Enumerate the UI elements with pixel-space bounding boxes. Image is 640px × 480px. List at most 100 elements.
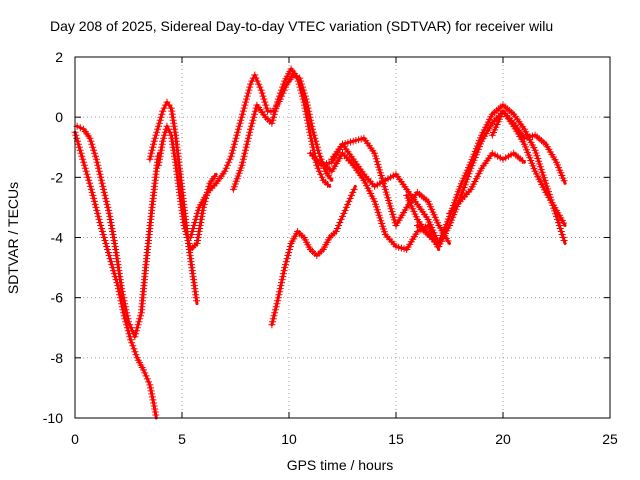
data-point — [197, 219, 205, 226]
y-tick-label: -10 — [43, 410, 63, 426]
data-point — [232, 134, 240, 142]
data-point — [156, 155, 163, 163]
data-point — [72, 131, 80, 139]
data-point — [119, 294, 127, 302]
y-tick-label: 0 — [55, 109, 63, 125]
data-point — [119, 291, 127, 299]
data-point — [92, 155, 100, 163]
data-point — [137, 312, 144, 320]
data-point — [245, 131, 253, 139]
data-point — [111, 243, 119, 250]
data-point — [150, 140, 157, 148]
x-tick-label: 10 — [281, 431, 297, 447]
data-point — [557, 228, 565, 235]
data-point — [96, 219, 104, 226]
data-point — [244, 137, 252, 145]
data-point — [90, 194, 98, 202]
data-point — [225, 158, 233, 166]
data-point — [95, 167, 103, 175]
data-point — [274, 95, 282, 103]
data-point — [92, 203, 100, 211]
data-point — [282, 261, 289, 269]
data-point — [251, 71, 259, 79]
data-point — [341, 206, 349, 214]
data-point — [180, 222, 188, 229]
data-point — [248, 119, 256, 127]
data-point — [280, 267, 288, 275]
data-point — [309, 143, 317, 151]
data-point — [558, 231, 566, 238]
data-point — [350, 185, 358, 193]
y-ticks: -10 -8 -6 -4 -2 0 2 — [43, 49, 610, 426]
data-point — [269, 315, 277, 323]
data-point — [298, 92, 306, 100]
data-point — [74, 140, 82, 148]
data-point — [250, 113, 258, 121]
y-tick-label: -8 — [51, 350, 64, 366]
data-point — [146, 381, 154, 389]
data-point — [195, 228, 203, 235]
grid — [75, 57, 610, 418]
data-point — [304, 116, 311, 124]
data-point — [99, 182, 107, 190]
data-point — [222, 164, 230, 172]
data-series — [71, 65, 568, 420]
data-point — [100, 188, 108, 196]
data-point — [155, 122, 162, 130]
data-point — [122, 306, 130, 314]
data-point — [94, 161, 102, 169]
data-point — [147, 387, 155, 395]
data-point — [132, 351, 140, 359]
data-point — [310, 146, 318, 154]
data-point — [302, 107, 310, 115]
data-point — [91, 200, 99, 208]
data-point — [100, 234, 108, 241]
data-point — [241, 149, 249, 157]
data-point — [164, 125, 172, 133]
data-point — [149, 396, 157, 404]
data-point — [296, 83, 304, 91]
data-point — [234, 128, 242, 136]
data-point — [278, 276, 286, 284]
data-point — [301, 104, 309, 112]
data-point — [129, 342, 137, 350]
data-point — [270, 113, 277, 121]
data-point — [243, 140, 251, 148]
data-point — [273, 300, 281, 308]
data-point — [88, 140, 96, 148]
data-point — [126, 321, 134, 329]
data-point — [107, 219, 115, 226]
data-point — [159, 137, 167, 145]
data-point — [279, 273, 287, 281]
data-point — [247, 122, 255, 130]
data-point — [244, 134, 252, 142]
data-point — [239, 110, 246, 118]
data-point — [192, 215, 200, 223]
data-point — [193, 209, 201, 217]
x-ticks: 0 5 10 15 20 25 — [71, 57, 618, 447]
data-point — [242, 98, 250, 106]
data-point — [93, 158, 101, 166]
data-point — [223, 161, 231, 169]
data-point — [166, 128, 174, 136]
data-point — [274, 297, 282, 305]
data-point — [317, 170, 325, 178]
data-point — [89, 191, 97, 199]
data-point — [148, 393, 156, 401]
data-point — [337, 215, 345, 223]
data-point — [85, 176, 93, 184]
data-point — [149, 143, 157, 151]
data-point — [161, 131, 168, 139]
data-point — [280, 80, 288, 88]
data-point — [284, 252, 292, 259]
data-point — [560, 219, 568, 227]
data-point — [270, 312, 278, 320]
data-point — [79, 155, 87, 163]
data-point — [146, 155, 154, 163]
data-point — [259, 92, 267, 100]
data-point — [286, 246, 293, 253]
data-point — [299, 95, 307, 103]
data-point — [238, 113, 246, 121]
data-point — [340, 209, 348, 217]
